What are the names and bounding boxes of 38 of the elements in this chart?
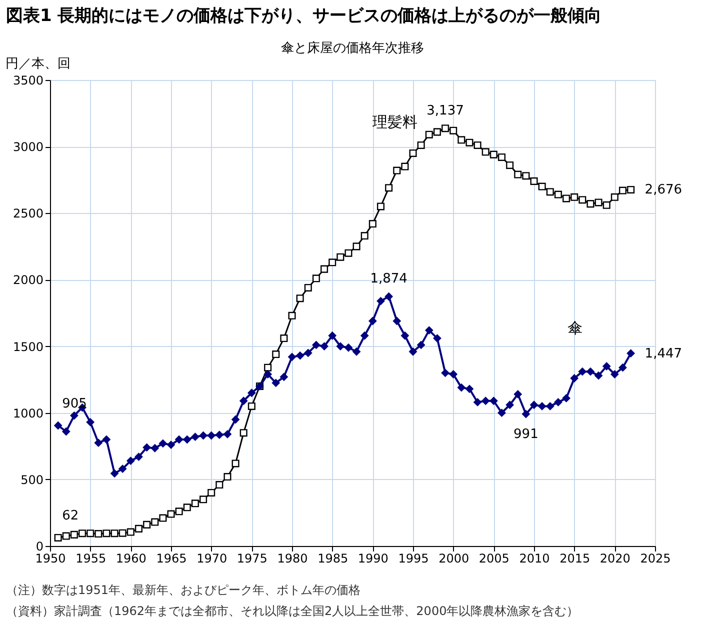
- text: 傘: [568, 319, 582, 337]
- annotation: 62: [62, 508, 79, 524]
- y-tick-label: 1500: [12, 340, 44, 354]
- y-axis-title: 円／本、回: [6, 56, 70, 72]
- x-tick-label: 1955: [76, 552, 106, 566]
- x-tick-label: 1975: [236, 552, 268, 566]
- x-tick-label: 1980: [277, 552, 308, 566]
- annotation: 905: [62, 396, 87, 412]
- x-tick-label: 2025: [640, 552, 671, 566]
- x-tick-label: 1990: [358, 552, 388, 566]
- x-tick-label: 2015: [560, 552, 590, 566]
- annotation: 991: [514, 427, 538, 442]
- annotation: 1,447: [644, 346, 682, 362]
- y-tick-label: 0: [36, 540, 44, 554]
- x-tick-label: 2020: [600, 552, 630, 566]
- text: （資料）家計調査（1962年までは全都市、それ以降は全国2人以上全世帯、2000年以降農林漁家を含む）: [6, 604, 579, 618]
- x-tick-label: 2005: [478, 552, 510, 566]
- y-tick-label: 3500: [12, 74, 44, 88]
- annotation: 1,874: [370, 271, 408, 286]
- series-label: 理髪料: [372, 113, 418, 131]
- y-tick-label: 2500: [12, 206, 44, 221]
- y-tick-label: 500: [20, 472, 44, 487]
- x-tick-label: 1985: [318, 552, 348, 566]
- x-tick-label: 1965: [156, 552, 187, 566]
- annotation: 3,137: [426, 103, 464, 118]
- chart-subtitle: 傘と床屋の価格年次推移: [281, 41, 424, 56]
- chart-title: 図表1 長期的にはモノの価格は下がり、サービスの価格は上がるのが一般傾向: [6, 6, 602, 26]
- y-tick-label: 2000: [12, 273, 44, 288]
- annotation: 2,676: [644, 182, 682, 198]
- y-tick-label: 1000: [12, 406, 44, 420]
- x-tick-label: 1960: [116, 552, 146, 566]
- x-tick-label: 2010: [519, 552, 550, 566]
- x-tick-label: 1995: [398, 552, 429, 566]
- x-tick-label: 1970: [196, 552, 228, 566]
- y-tick-label: 3000: [12, 140, 44, 154]
- text: （注）数字は1951年、最新年、およびピーク年、ボトム年の価格: [6, 583, 361, 597]
- x-tick-label: 2000: [438, 552, 470, 566]
- x-tick-label: 1950: [35, 552, 66, 566]
